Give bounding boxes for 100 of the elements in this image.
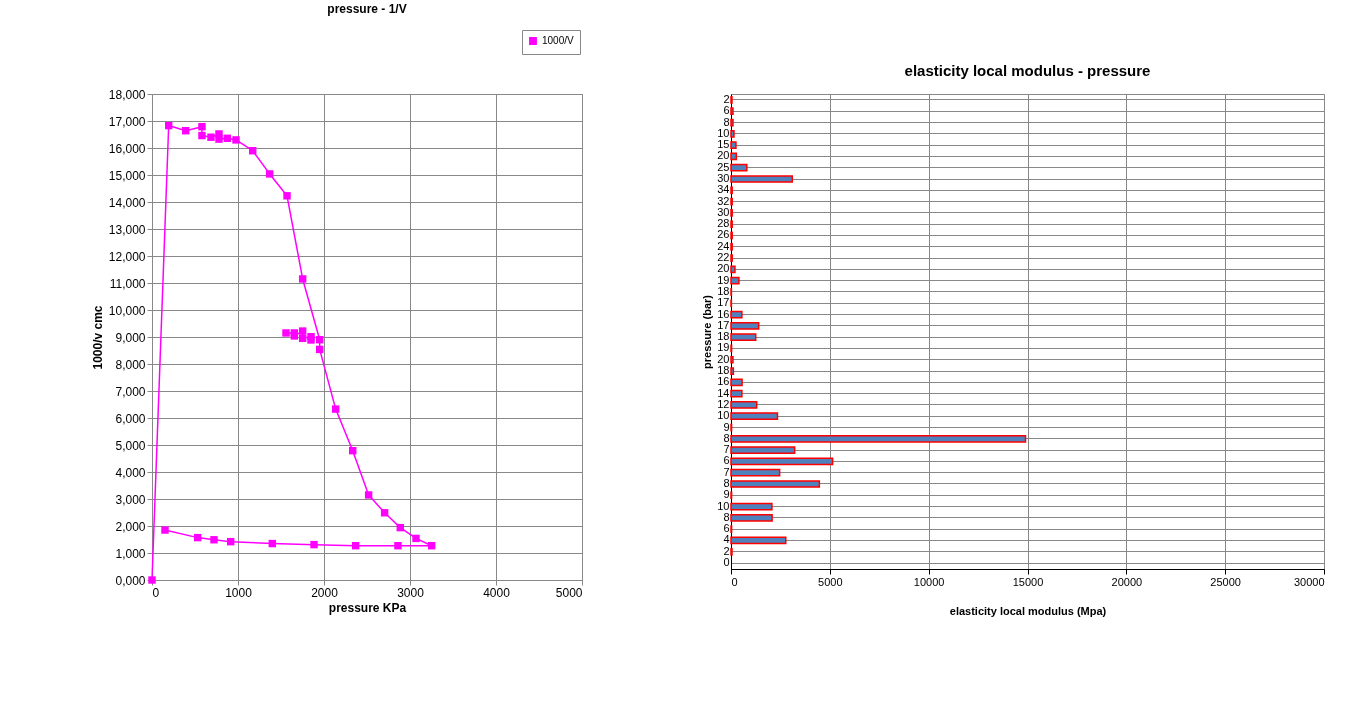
bar (730, 480, 821, 488)
bar (730, 152, 738, 161)
bar (730, 434, 1027, 443)
y-tick-label: 8 (723, 477, 730, 489)
y-tick-label: 6 (723, 454, 730, 467)
bar (730, 310, 743, 319)
y-tick-label: 7 (723, 465, 730, 478)
bar (730, 389, 743, 398)
y-axis-title: 1000/v cmc (90, 305, 105, 370)
y-tick-label: 9 (723, 420, 730, 433)
y-tick-label: 26 (717, 228, 730, 241)
y-tick-label: 13,000 (108, 222, 146, 237)
point (161, 526, 169, 534)
y-tick-label: 19 (717, 273, 730, 286)
y-tick-label: 18 (717, 284, 730, 297)
y-tick-label: 2 (723, 92, 730, 105)
y-tick-label: 8,000 (115, 357, 146, 372)
y-tick-label: 16 (717, 307, 730, 320)
point (331, 405, 340, 413)
point (394, 542, 402, 550)
y-tick-label: 8 (723, 115, 730, 128)
bar (730, 333, 757, 341)
point (364, 491, 373, 499)
y-tick-label: 0,000 (115, 573, 146, 588)
point (298, 327, 307, 335)
bar (730, 446, 796, 454)
x-axis-title: elasticity local modulus (Mpa) (949, 604, 1107, 617)
y-tick-label: 34 (717, 183, 730, 196)
y-tick-label: 12 (717, 397, 730, 410)
x-tick-label: 30000 (1293, 575, 1325, 588)
y-tick-label: 17,000 (108, 114, 146, 129)
y-tick-label: 7 (723, 443, 730, 456)
y-tick-label: 30 (717, 205, 730, 218)
y-tick-label: 15 (717, 138, 730, 151)
y-tick-label: 7,000 (115, 384, 146, 399)
bar (730, 401, 758, 409)
y-tick-label: 32 (717, 194, 730, 207)
x-tick-label: 25000 (1210, 575, 1241, 588)
bar (730, 175, 794, 183)
y-tick-label: 9 (723, 488, 730, 501)
x-tick-label: 15000 (1012, 575, 1044, 588)
y-tick-label: 10 (717, 126, 730, 139)
y-tick-label: 20 (717, 149, 730, 162)
y-tick-label: 18,000 (108, 87, 146, 102)
y-tick-label: 30 (717, 172, 730, 184)
y-tick-label: 19 (717, 341, 730, 354)
point (282, 329, 290, 337)
y-tick-label: 17 (717, 318, 730, 331)
point (198, 131, 206, 140)
bar (730, 468, 781, 477)
bar (730, 514, 773, 522)
x-axis-title: pressure KPa (328, 600, 407, 615)
point (298, 275, 307, 283)
x-tick-label: 2000 (311, 585, 339, 600)
y-tick-label: 28 (717, 217, 730, 230)
y-tick-label: 22 (717, 251, 730, 264)
x-tick-label: 20000 (1111, 575, 1143, 588)
y-tick-label: 24 (717, 239, 730, 252)
y-tick-label: 18 (717, 364, 730, 377)
y-tick-label: 16 (717, 375, 730, 388)
bar (730, 536, 787, 545)
y-tick-label: 14 (717, 386, 730, 399)
y-tick-label: 6 (723, 104, 730, 117)
y-tick-label: 11,000 (109, 276, 146, 291)
y-tick-label: 12,000 (108, 249, 146, 264)
point (232, 136, 240, 144)
x-tick-label: 0 (731, 575, 738, 588)
bar (730, 502, 773, 511)
y-tick-label: 17 (717, 296, 730, 309)
point (265, 170, 274, 178)
y-tick-label: 15,000 (108, 168, 146, 183)
chart-title: elasticity local modulus - pressure (904, 62, 1151, 80)
y-tick-label: 8 (723, 510, 730, 523)
bar (730, 378, 743, 387)
y-tick-label: 20 (717, 262, 730, 275)
y-tick-label: 16,000 (108, 141, 146, 156)
bar (730, 412, 779, 421)
point (207, 133, 215, 141)
x-tick-label: 5000 (555, 585, 583, 600)
point (310, 540, 318, 549)
y-tick-label: 8 (723, 431, 730, 444)
y-tick-label: 14,000 (108, 195, 146, 210)
y-tick-label: 4 (723, 533, 730, 546)
point (198, 122, 206, 131)
point (210, 536, 218, 544)
bar (730, 322, 760, 330)
bar (730, 457, 834, 466)
bar (730, 163, 748, 172)
chart-title: pressure - 1/V (327, 1, 407, 16)
x-tick-label: 3000 (397, 585, 425, 600)
y-tick-label: 6 (723, 522, 730, 535)
bar (730, 276, 740, 285)
y-tick-label: 10 (717, 409, 730, 422)
x-tick-label: 1000 (225, 585, 253, 600)
y-tick-label: 6,000 (115, 411, 146, 426)
bar (730, 367, 735, 375)
y-tick-label: 2 (723, 544, 730, 557)
y-tick-label: 10,000 (108, 303, 146, 318)
y-tick-label: 25 (717, 160, 730, 173)
point (148, 576, 156, 584)
